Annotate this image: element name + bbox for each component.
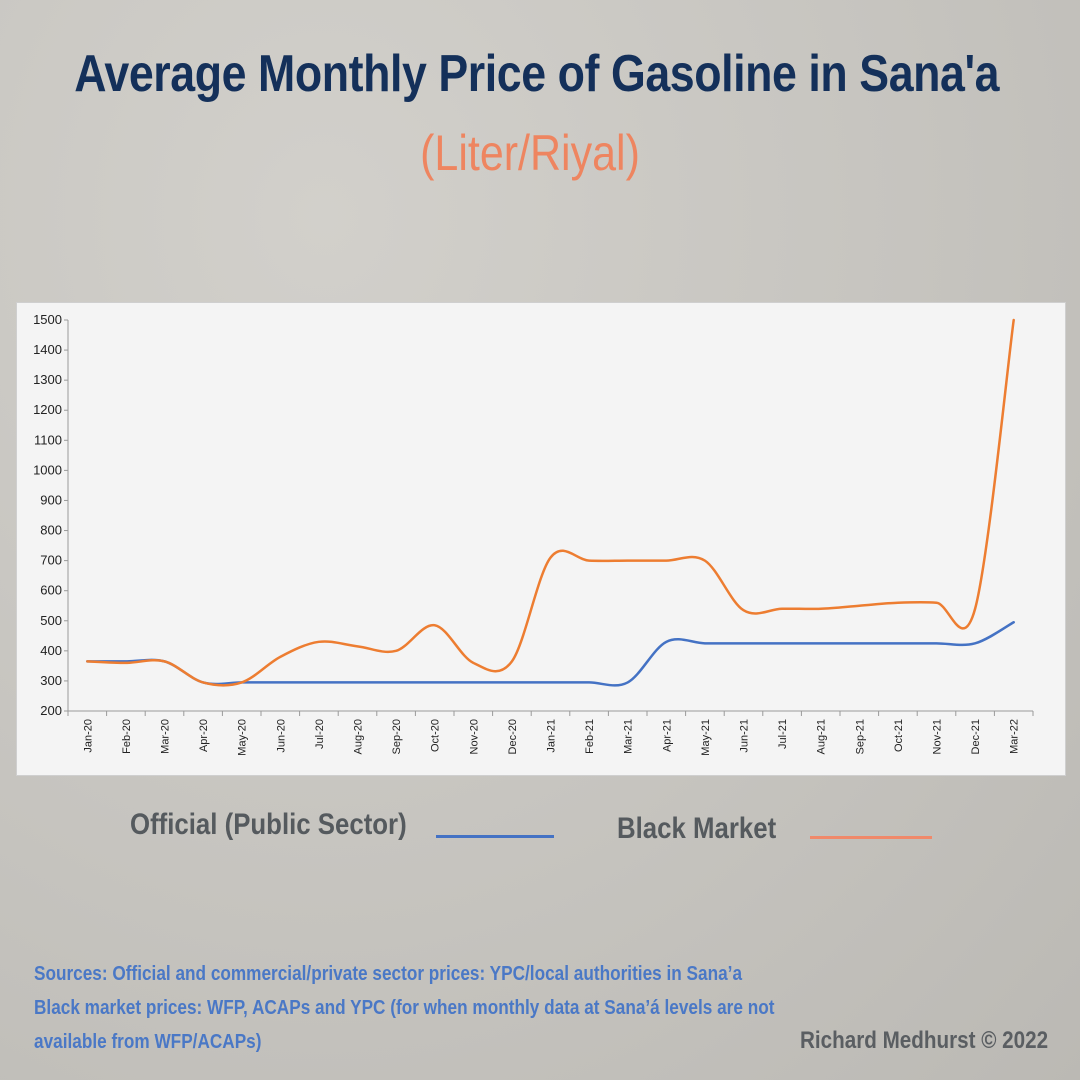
y-tick-label: 1400 [33,342,62,357]
x-tick-label: Nov-21 [932,719,944,754]
legend-label-official: Official (Public Sector) [130,808,407,841]
x-tick-label: Jun-20 [275,719,287,753]
x-tick-label: Jul-21 [777,719,789,749]
x-tick-label: Dec-21 [970,719,982,754]
y-tick-label: 1000 [33,462,62,477]
legend-line-official [436,835,554,838]
sources-line-3: available from WFP/ACAPs) [34,1031,262,1053]
chart-panel: 200 300 400 500 600 700 800 900 1000 1100 1200 1300… [16,302,1066,776]
y-tick-label: 1300 [33,372,62,387]
y-tick-label: 900 [40,492,62,507]
x-tick-label: Aug-21 [816,719,828,754]
x-tick-label: Aug-20 [353,719,365,754]
x-tick-label: Oct-21 [893,719,905,752]
x-tick-label: Apr-21 [661,719,673,752]
y-tick-label: 800 [40,523,62,538]
x-tick-label: Jul-20 [314,719,326,749]
y-tick-label: 400 [40,643,62,658]
chart-subtitle: (Liter/Riyal) [420,125,640,181]
x-tick-label: Apr-20 [198,719,210,752]
y-tick-label: 1200 [33,402,62,417]
credit: Richard Medhurst © 2022 [800,1027,1049,1054]
legend-line-black-market [810,836,932,839]
y-tick-label: 700 [40,553,62,568]
chart-title: Average Monthly Price of Gasoline in San… [74,45,1000,103]
x-tick-label: Mar-22 [1009,719,1021,754]
line-chart: 200 300 400 500 600 700 800 900 1000 1100 1200 1300… [33,312,1034,756]
x-tick-label: Jan-21 [546,719,558,753]
y-tick-label: 300 [40,673,62,688]
x-tick-label: May-21 [700,719,712,756]
x-tick-label: Mar-20 [160,719,172,754]
series-line-black-market [86,318,1015,687]
sources-line-1: Sources: Official and commercial/private… [34,963,743,985]
x-tick-label: Sep-21 [854,719,866,754]
legend-label-black-market: Black Market [617,812,777,845]
x-tick-label: Jan-20 [82,719,94,753]
x-tick-label: May-20 [237,719,249,756]
y-tick-label: 1500 [33,312,62,327]
y-tick-label: 600 [40,583,62,598]
x-tick-label: Sep-20 [391,719,403,754]
y-tick-label: 200 [40,703,62,718]
x-tick-label: Feb-20 [121,719,133,754]
x-tick-label: Dec-20 [507,719,519,754]
x-tick-label: Feb-21 [584,719,596,754]
x-tick-label: Jun-21 [739,719,751,753]
y-tick-label: 1100 [34,432,62,447]
series-line-official [86,621,1015,687]
sources-note: Sources: Official and commercial/private… [34,957,808,1059]
y-tick-label: 500 [40,613,62,628]
x-tick-label: Oct-20 [430,719,442,752]
x-tick-label: Nov-20 [468,719,480,754]
x-tick-label: Mar-21 [623,719,635,754]
sources-line-2: Black market prices: WFP, ACAPs and YPC … [34,997,775,1019]
